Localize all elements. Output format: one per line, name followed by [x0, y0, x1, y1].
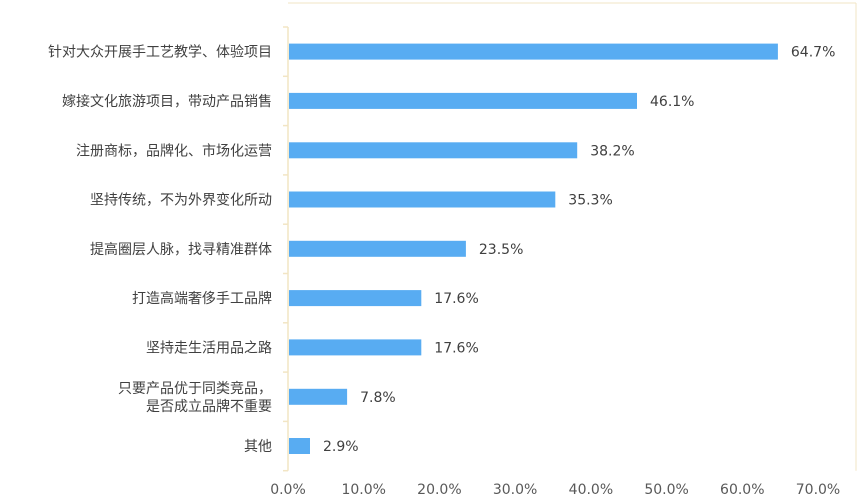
category-label: 提高圈层人脉，找寻精准群体	[90, 241, 272, 258]
category-label: 坚持传统，不为外界变化所动	[90, 193, 272, 209]
axis-layer	[283, 2, 857, 472]
bar	[289, 142, 578, 159]
category-label: 是否成立品牌不重要	[146, 398, 272, 415]
bar	[289, 339, 422, 356]
x-tick-label: 30.0%	[493, 482, 537, 498]
category-label: 其他	[244, 439, 272, 455]
category-label: 针对大众开展手工艺教学、体验项目	[48, 45, 272, 61]
data-label: 23.5%	[479, 242, 523, 258]
bar	[289, 240, 466, 257]
category-label: 嫁接文化旅游项目，带动产品销售	[62, 93, 272, 110]
data-label: 2.9%	[323, 439, 359, 455]
ticks-layer: 0.0% 10.0% 20.0% 30.0% 40.0% 50.0% 60.0% 70.0%	[270, 482, 840, 498]
data-label: 46.1%	[650, 94, 694, 110]
bar	[289, 290, 422, 307]
bar	[289, 438, 310, 454]
data-label: 17.6%	[434, 340, 478, 356]
x-tick-label: 70.0%	[796, 482, 840, 498]
category-label: 注册商标，品牌化、市场化运营	[76, 142, 272, 159]
x-tick-label: 40.0%	[569, 482, 613, 498]
data-label: 38.2%	[590, 143, 634, 159]
bars-layer	[289, 43, 778, 454]
bar	[289, 43, 778, 60]
category-label: 只要产品优于同类竞品，	[118, 380, 272, 397]
labels-layer: 针对大众开展手工艺教学、体验项目 64.7% 嫁接文化旅游项目，带动产品销售 46.1…	[48, 45, 835, 455]
x-tick-label: 20.0%	[417, 482, 461, 498]
bar	[289, 191, 556, 208]
data-label: 17.6%	[434, 291, 478, 307]
x-tick-label: 0.0%	[270, 482, 306, 498]
data-label: 64.7%	[791, 45, 835, 61]
x-tick-label: 60.0%	[720, 482, 764, 498]
data-label: 7.8%	[360, 390, 396, 406]
x-tick-label: 50.0%	[644, 482, 688, 498]
category-label: 坚持走生活用品之路	[146, 340, 272, 356]
bar	[289, 388, 348, 405]
category-label: 打造高端奢侈手工品牌	[132, 290, 272, 307]
x-tick-label: 10.0%	[341, 482, 385, 498]
bar	[289, 92, 637, 109]
data-label: 35.3%	[568, 193, 612, 209]
